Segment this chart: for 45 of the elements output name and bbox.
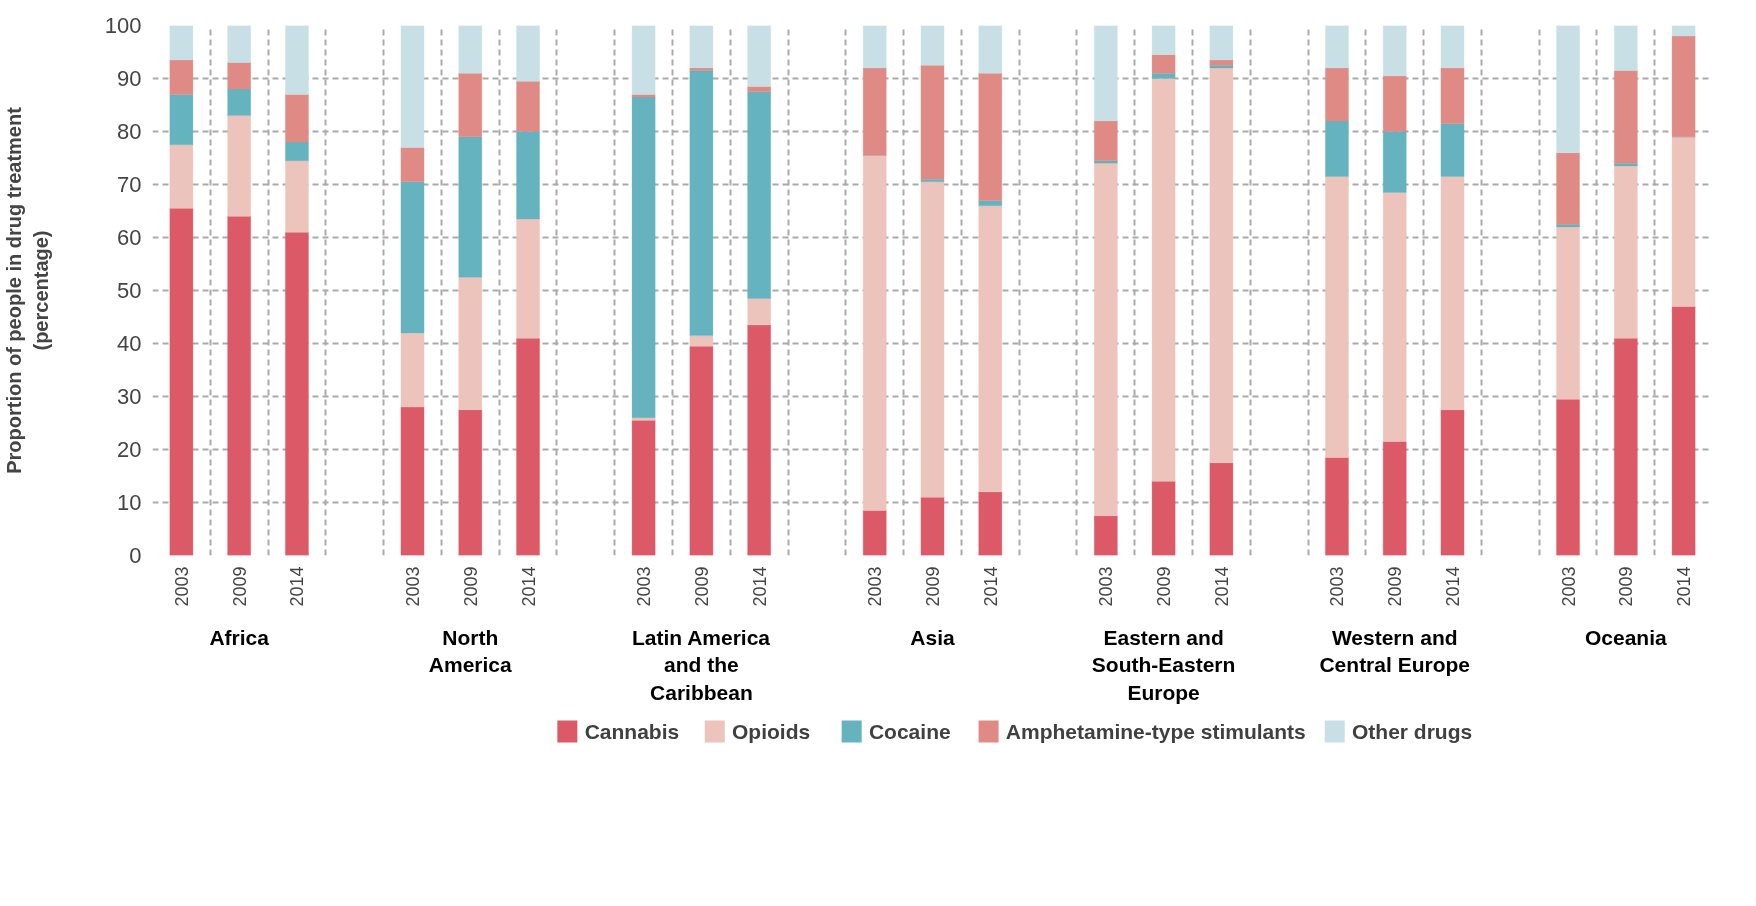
x-tick-label: 2009 — [1385, 566, 1406, 607]
text: Oceania — [1584, 625, 1668, 649]
x-tick-label: 2009 — [1154, 566, 1175, 607]
y-tick-label: 40 — [117, 331, 142, 356]
text: Eastern and South-Eastern Europe — [1091, 625, 1236, 704]
y-tick-label: 10 — [117, 490, 142, 515]
x-tick-label: 2003 — [1096, 566, 1117, 607]
y-axis-title: Proportion of people in drug treatment (percentage) — [3, 106, 52, 474]
x-tick-label: 2014 — [518, 566, 539, 607]
y-tick-label: 20 — [117, 437, 142, 462]
x-tick-label: 2003 — [1558, 566, 1579, 607]
legend-label: Amphetamine-type stimulants — [1005, 720, 1306, 743]
x-tick-label: 2003 — [1327, 566, 1348, 607]
x-tick-label: 2009 — [229, 566, 250, 607]
y-tick-label: 80 — [117, 119, 142, 144]
y-tick-label: 30 — [117, 384, 142, 409]
x-tick-label: 2014 — [287, 566, 308, 607]
x-tick-label: 2009 — [1616, 566, 1637, 607]
x-tick-label: 2014 — [1443, 566, 1463, 607]
x-tick-label: 2014 — [749, 566, 770, 607]
x-tick-label: 2014 — [980, 566, 1001, 607]
legend-label: Opioids — [732, 720, 811, 743]
legend-label: Other drugs — [1352, 720, 1473, 743]
text: Latin America and the Caribbean — [631, 625, 771, 704]
legend-label: Cocaine — [868, 720, 951, 743]
text: North America — [428, 625, 513, 677]
x-tick-label: 2003 — [403, 566, 423, 607]
legend-label: Cannabis — [584, 720, 680, 743]
x-tick-label: 2014 — [1211, 566, 1232, 607]
y-tick-label: 0 — [129, 543, 142, 568]
x-tick-label: 2003 — [634, 566, 655, 607]
y-tick-label: 60 — [117, 225, 142, 250]
text: Africa — [209, 625, 270, 649]
y-tick-label: 70 — [117, 172, 142, 197]
x-tick-label: 2003 — [865, 566, 886, 607]
x-tick-label: 2009 — [460, 566, 481, 607]
x-tick-label: 2009 — [923, 566, 943, 607]
x-tick-label: 2009 — [691, 566, 712, 607]
y-tick-label: 50 — [117, 278, 142, 303]
text: Asia — [910, 625, 955, 649]
y-tick-label: 100 — [104, 13, 142, 38]
x-tick-label: 2014 — [1674, 566, 1695, 607]
y-tick-label: 90 — [117, 66, 142, 91]
text: Western and Central Europe — [1319, 625, 1470, 677]
x-tick-label: 2003 — [171, 566, 192, 607]
